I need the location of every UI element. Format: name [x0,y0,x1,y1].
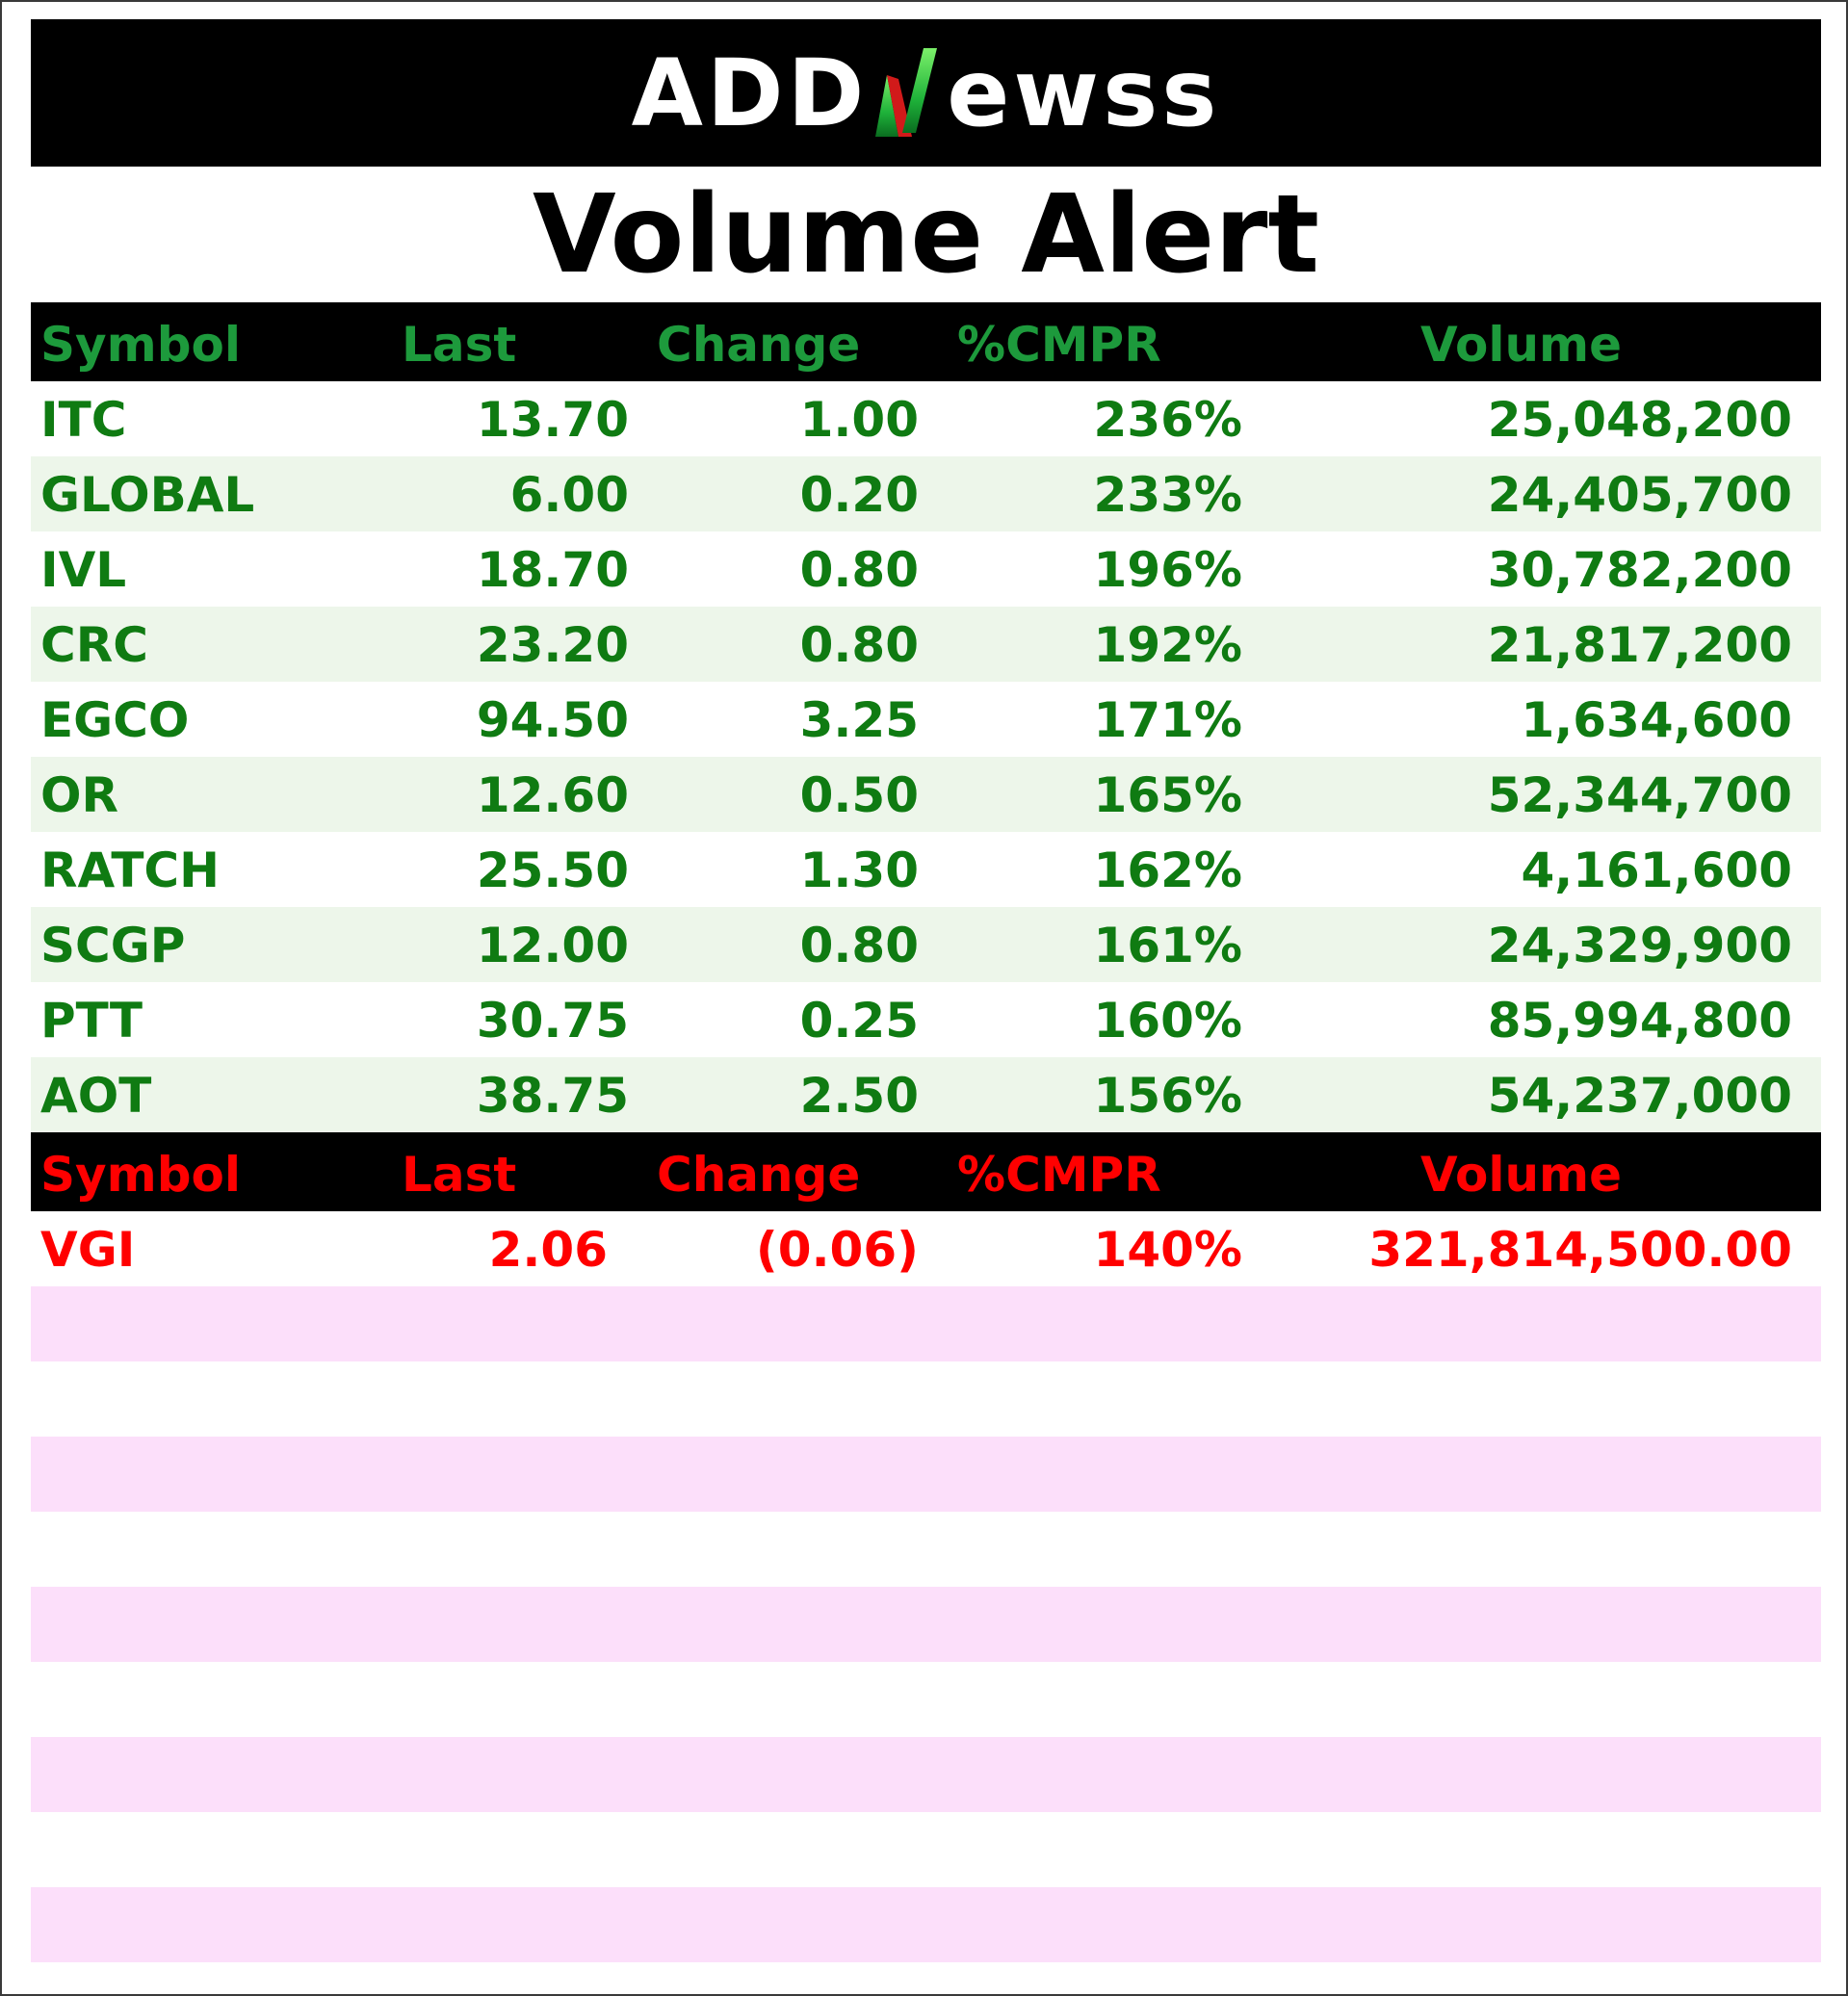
cell-symbol: IVL [40,542,127,598]
header-symbol: Symbol [40,317,241,373]
cell-change: 0.80 [799,617,919,673]
header-cmpr: %CMPR [957,317,1161,373]
logo-text-right: ewss [947,39,1221,147]
empty-row [31,1887,1821,1962]
cell-cmpr: 140% [1093,1222,1242,1278]
table-row: SCGP 12.00 0.80 161% 24,329,900 [31,907,1821,982]
cell-volume: 21,817,200 [1487,617,1792,673]
empty-row [31,1812,1821,1887]
cell-cmpr: 165% [1093,767,1242,823]
cell-cmpr: 171% [1093,692,1242,748]
table-row: ITC 13.70 1.00 236% 25,048,200 [31,381,1821,456]
table-row: AOT 38.75 2.50 156% 54,237,000 [31,1057,1821,1132]
cell-symbol: VGI [40,1222,136,1278]
cell-symbol: RATCH [40,842,220,898]
cell-last: 30.75 [476,993,629,1049]
table-row: CRC 23.20 0.80 192% 21,817,200 [31,607,1821,682]
empty-row [31,1361,1821,1437]
cell-volume: 24,405,700 [1487,467,1792,523]
header-volume: Volume [1420,1147,1623,1203]
table-row: RATCH 25.50 1.30 162% 4,161,600 [31,832,1821,907]
cell-symbol: PTT [40,993,143,1049]
header-last: Last [402,317,517,373]
cell-change: 0.20 [799,467,919,523]
cell-last: 23.20 [476,617,629,673]
empty-row [31,1437,1821,1512]
losers-table: Symbol Last Change %CMPR Volume VGI 2.06… [31,1132,1821,1962]
cell-cmpr: 162% [1093,842,1242,898]
cell-last: 25.50 [476,842,629,898]
cell-change: 3.25 [799,692,919,748]
table-row: IVL 18.70 0.80 196% 30,782,200 [31,531,1821,607]
cell-last: 38.75 [476,1068,629,1124]
cell-symbol: OR [40,767,119,823]
gainers-header-row: Symbol Last Change %CMPR Volume [31,302,1821,381]
cell-change: 0.25 [799,993,919,1049]
logo-text-left: ADD [631,39,869,147]
header-cmpr: %CMPR [957,1147,1161,1203]
cell-change: 1.00 [799,392,919,448]
header-symbol: Symbol [40,1147,241,1203]
cell-change: 0.80 [799,918,919,973]
cell-last: 2.06 [488,1222,608,1278]
cell-cmpr: 196% [1093,542,1242,598]
header-change: Change [657,317,861,373]
cell-last: 18.70 [476,542,629,598]
table-row: GLOBAL 6.00 0.20 233% 24,405,700 [31,456,1821,531]
cell-cmpr: 236% [1093,392,1242,448]
brand-logo: ADD ewss [632,40,1221,146]
cell-symbol: AOT [40,1068,152,1124]
empty-row [31,1286,1821,1361]
cell-last: 6.00 [509,467,629,523]
table-row: PTT 30.75 0.25 160% 85,994,800 [31,982,1821,1057]
cell-symbol: ITC [40,392,127,448]
cell-last: 12.60 [476,767,629,823]
page-title: Volume Alert [532,172,1320,298]
cell-symbol: GLOBAL [40,467,255,523]
cell-symbol: SCGP [40,918,186,973]
cell-last: 13.70 [476,392,629,448]
cell-volume: 85,994,800 [1487,993,1792,1049]
losers-header-row: Symbol Last Change %CMPR Volume [31,1132,1821,1211]
empty-row [31,1587,1821,1662]
cell-symbol: CRC [40,617,148,673]
cell-cmpr: 161% [1093,918,1242,973]
cell-volume: 24,329,900 [1487,918,1792,973]
cell-change: (0.06) [755,1222,919,1278]
brand-header: ADD ewss [31,19,1821,167]
cell-volume: 25,048,200 [1487,392,1792,448]
cell-cmpr: 233% [1093,467,1242,523]
empty-row [31,1662,1821,1737]
table-row: VGI 2.06 (0.06) 140% 321,814,500.00 [31,1211,1821,1286]
header-last: Last [402,1147,517,1203]
empty-row [31,1737,1821,1812]
cell-last: 12.00 [476,918,629,973]
cell-change: 0.80 [799,542,919,598]
cell-cmpr: 156% [1093,1068,1242,1124]
cell-last: 94.50 [476,692,629,748]
gainers-table: Symbol Last Change %CMPR Volume ITC 13.7… [31,302,1821,1132]
table-row: OR 12.60 0.50 165% 52,344,700 [31,757,1821,832]
cell-volume: 54,237,000 [1487,1068,1792,1124]
cell-cmpr: 160% [1093,993,1242,1049]
cell-symbol: EGCO [40,692,190,748]
cell-change: 1.30 [799,842,919,898]
cell-volume: 4,161,600 [1521,842,1792,898]
cell-volume: 52,344,700 [1487,767,1792,823]
cell-volume: 30,782,200 [1487,542,1792,598]
empty-row [31,1512,1821,1587]
logo-n-mark-icon [875,47,938,137]
cell-cmpr: 192% [1093,617,1242,673]
header-volume: Volume [1420,317,1623,373]
cell-change: 2.50 [799,1068,919,1124]
cell-change: 0.50 [799,767,919,823]
cell-volume: 321,814,500.00 [1368,1222,1792,1278]
table-row: EGCO 94.50 3.25 171% 1,634,600 [31,682,1821,757]
cell-volume: 1,634,600 [1521,692,1792,748]
header-change: Change [657,1147,861,1203]
